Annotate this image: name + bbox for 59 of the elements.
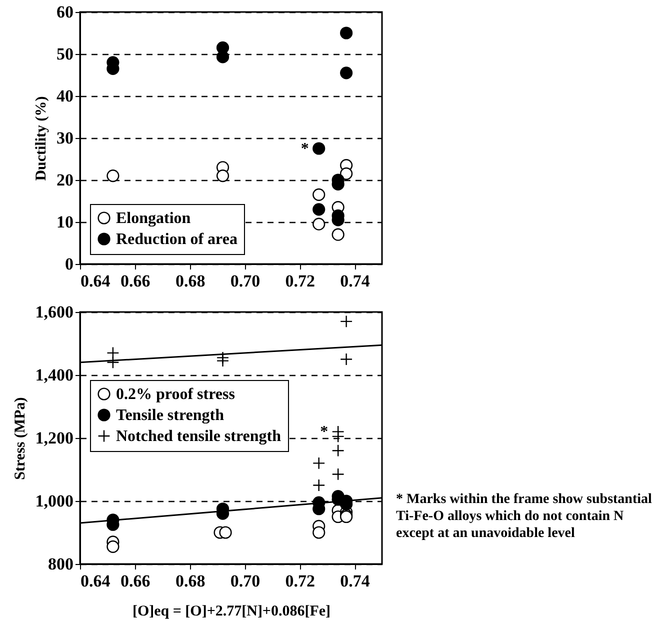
y-tick-label: 800 bbox=[48, 554, 74, 574]
x-tick-label: 0.68 bbox=[175, 572, 206, 590]
y-axis-title: Stress (MPa) bbox=[12, 397, 28, 480]
annotation: * bbox=[300, 140, 309, 158]
point bbox=[312, 456, 326, 470]
x-tick-label: 0.66 bbox=[120, 272, 150, 290]
point bbox=[332, 468, 344, 481]
point bbox=[332, 228, 344, 241]
point bbox=[216, 50, 230, 64]
point bbox=[340, 315, 353, 328]
y-tick-label: 40 bbox=[56, 86, 74, 106]
point bbox=[312, 142, 326, 155]
point bbox=[312, 478, 326, 492]
y-tick-label: 1,600 bbox=[35, 302, 74, 322]
x-tick-label: 0.72 bbox=[285, 272, 316, 290]
y-tick-label: 10 bbox=[56, 212, 74, 232]
legend-label: Reduction of area bbox=[116, 231, 238, 248]
y-tick-label: 50 bbox=[56, 44, 74, 64]
point bbox=[340, 352, 353, 366]
point bbox=[312, 203, 326, 216]
point bbox=[340, 167, 353, 180]
x-tick-label: 0.64 bbox=[80, 272, 111, 290]
y-tick-label: 30 bbox=[56, 128, 74, 148]
point bbox=[312, 526, 326, 539]
legend-label: Tensile strength bbox=[116, 407, 224, 424]
y-tick-label: 1,200 bbox=[35, 428, 74, 448]
annotation: * bbox=[320, 424, 328, 441]
y-tick-label: 1,000 bbox=[35, 492, 74, 510]
point bbox=[106, 346, 120, 360]
point bbox=[312, 218, 326, 230]
point bbox=[340, 26, 353, 40]
x-tick-label: 0.68 bbox=[175, 272, 206, 290]
text: * Marks within the frame show substantial Ti-Fe-O alloys which do not contain N except at an unavoidable level bbox=[396, 492, 653, 542]
x-tick-label: 0.70 bbox=[230, 572, 260, 590]
y-tick-label: 20 bbox=[56, 170, 74, 190]
point bbox=[106, 356, 120, 369]
point bbox=[312, 188, 326, 201]
point bbox=[332, 444, 344, 457]
point bbox=[216, 170, 230, 182]
y-tick-label: 1,400 bbox=[35, 366, 74, 384]
x-axis-title: [O]eq = [O]+2.77[N]+0.086[Fe] bbox=[132, 604, 331, 620]
point bbox=[216, 354, 230, 368]
x-tick-label: 0.74 bbox=[340, 272, 370, 290]
point bbox=[219, 526, 232, 539]
x-tick-label: 0.64 bbox=[80, 572, 111, 590]
x-tick-label: 0.72 bbox=[285, 572, 316, 590]
legend-label: Elongation bbox=[116, 210, 191, 227]
point bbox=[106, 170, 120, 182]
legend-label: 0.2% proof stress bbox=[116, 386, 235, 403]
point bbox=[332, 430, 344, 443]
x-tick-label: 0.70 bbox=[230, 272, 260, 290]
x-tick-label: 0.66 bbox=[120, 572, 150, 590]
y-axis-title: Ductility (%) bbox=[34, 96, 50, 181]
y-tick-label: 60 bbox=[56, 2, 74, 22]
point bbox=[106, 540, 120, 553]
y-tick-label: 0 bbox=[65, 254, 74, 274]
point bbox=[340, 66, 353, 80]
x-tick-label: 0.74 bbox=[340, 572, 370, 590]
legend-label: Notched tensile strength bbox=[116, 428, 282, 445]
